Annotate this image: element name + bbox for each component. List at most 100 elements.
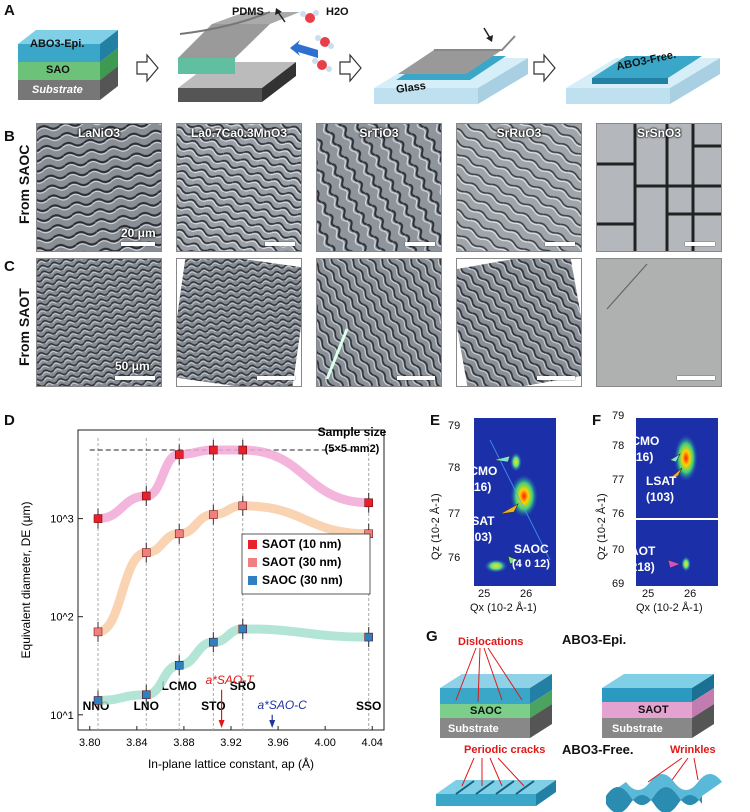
panel-label-f: F [592,412,602,429]
scale-bar [537,376,575,380]
data-point-2-0 [93,696,103,705]
label-substrate: Substrate [32,84,83,96]
legend-swatch-0 [248,540,257,549]
row-label-c: From SAOT [16,288,32,366]
e-label-lsat: LSAT [464,514,495,528]
g-label-epi: ABO3-Epi. [562,632,627,647]
e-xtick-26: 26 [520,588,533,600]
label-a-sao-c: a*SAO-C [258,698,308,712]
material-label-sro: SRO [230,679,256,693]
label-sao: SAO [46,64,70,76]
data-point-0-2 [174,450,184,459]
process-arrow-3 [533,53,556,83]
data-point-1-3 [209,510,218,519]
micrograph-c-srtio3 [316,258,442,387]
micrograph-title: SrSnO3 [636,126,681,140]
f-ytick-70: 70 [612,544,625,556]
legend-entry-0: SAOT (10 nm) [262,537,341,551]
x-axis-label: In-plane lattice constant, ap (Å) [148,756,314,771]
f-ytick-69: 69 [612,578,625,590]
peak-e-saoc [484,559,508,573]
g-label-dislocations: Dislocations [458,636,524,648]
micrograph-b-srtio3: SrTiO3 [316,123,442,252]
f-label-103: (103) [646,490,675,504]
f-xlabel: Qx (10-2 Å-1) [636,602,703,614]
e-xtick-25: 25 [478,588,491,600]
f-ylabel: Qz (10-2 Å-1) [596,493,608,560]
x-tick-label: 3.92 [220,737,241,749]
panel-label-g: G [426,628,438,645]
x-tick-label: 4.04 [362,737,383,749]
peak-e-lcmo [510,452,522,472]
f-label-116: (116) [626,450,654,464]
legend-swatch-1 [248,558,257,567]
e-label-saoc: SAOC [514,542,549,556]
scale-bar [545,242,575,246]
f-ytick-76: 76 [612,508,625,520]
e-ytick-77: 77 [448,508,461,520]
periodic-cracks [436,757,556,806]
panel-label-a: A [4,2,15,19]
y-tick-label: 10^1 [50,710,74,722]
data-point-0-1 [142,491,151,501]
panel-ef [474,418,718,586]
x-tick-label: 3.84 [126,737,147,749]
e-label-103: (103) [464,530,493,544]
f-xtick-26: 26 [684,588,697,600]
micrograph-title: La0.7Ca0.3MnO3 [190,126,288,140]
micrograph-c-lanio3: 50 μm [36,258,162,387]
process-arrow-2 [339,53,362,83]
y-axis-label: Equivalent diameter, DE (μm) [19,502,33,659]
material-label-lcmo: LCMO [162,679,197,693]
water-molecules [300,10,334,72]
e-xlabel: Qx (10-2 Å-1) [470,602,537,614]
label-abo3-epi: ABO3-Epi. [30,38,85,50]
micrograph-b-lanio3: LaNiO3 20 μm [36,123,162,252]
data-point-2-4 [238,624,248,634]
sample-size-label: Sample size [318,425,387,439]
data-point-1-2 [174,529,184,539]
chart-d: Sample size (5×5 mm2) 3.80 3.84 3.88 3.92 3.96… [19,425,387,771]
panel-a-schematic [18,8,720,104]
data-point-2-5 [364,632,373,642]
data-point-1-4 [238,501,248,511]
wrinkles [606,757,722,812]
panel-g-schematic [436,647,722,812]
data-point-0-3 [209,445,218,455]
panel-label-d: D [4,412,15,429]
e-ytick-76: 76 [448,552,461,564]
f-label-lsat: LSAT [646,474,677,488]
material-label-sso: SSO [356,699,381,713]
x-tick-label: 3.88 [173,737,194,749]
epi-stack [18,30,118,100]
x-tick-label: 4.00 [314,737,335,749]
data-point-0-5 [364,498,373,508]
x-tick-label: 3.80 [79,737,100,749]
e-label-lcmo: LCMO [462,464,498,478]
sample-size-value: (5×5 mm2) [325,443,380,455]
label-h2o: H2O [326,6,349,18]
e-label-4012: (4 0 12) [512,558,550,570]
scale-bar [121,242,155,246]
label-a-sao-t: a*SAO-T [206,673,256,687]
micrograph-title: LaNiO3 [77,126,120,140]
legend-entry-2: SAOC (30 nm) [262,573,343,587]
scale-bar [115,376,155,380]
blue-arrow [290,40,318,58]
y-tick-label: 10^3 [50,514,74,526]
glass-stack [374,35,528,104]
peak-f-saot [681,556,691,572]
legend-box [241,533,371,595]
g-label-substrate-left: Substrate [448,723,499,735]
material-label-sto: STO [201,699,225,713]
micrograph-c-lcmo [176,258,302,387]
f-ytick-79: 79 [612,410,625,422]
y-tick-label: 10^2 [50,612,74,624]
micrograph-c-srruo3 [456,258,582,387]
peak-e-lsat [510,474,538,518]
panel-label-c: C [4,258,15,275]
row-label-b: From SAOC [16,144,32,224]
scale-bar [677,376,715,380]
arrow-head-sao-t [218,720,225,728]
micrograph-b-srsno3: SrSnO3 [596,123,722,252]
